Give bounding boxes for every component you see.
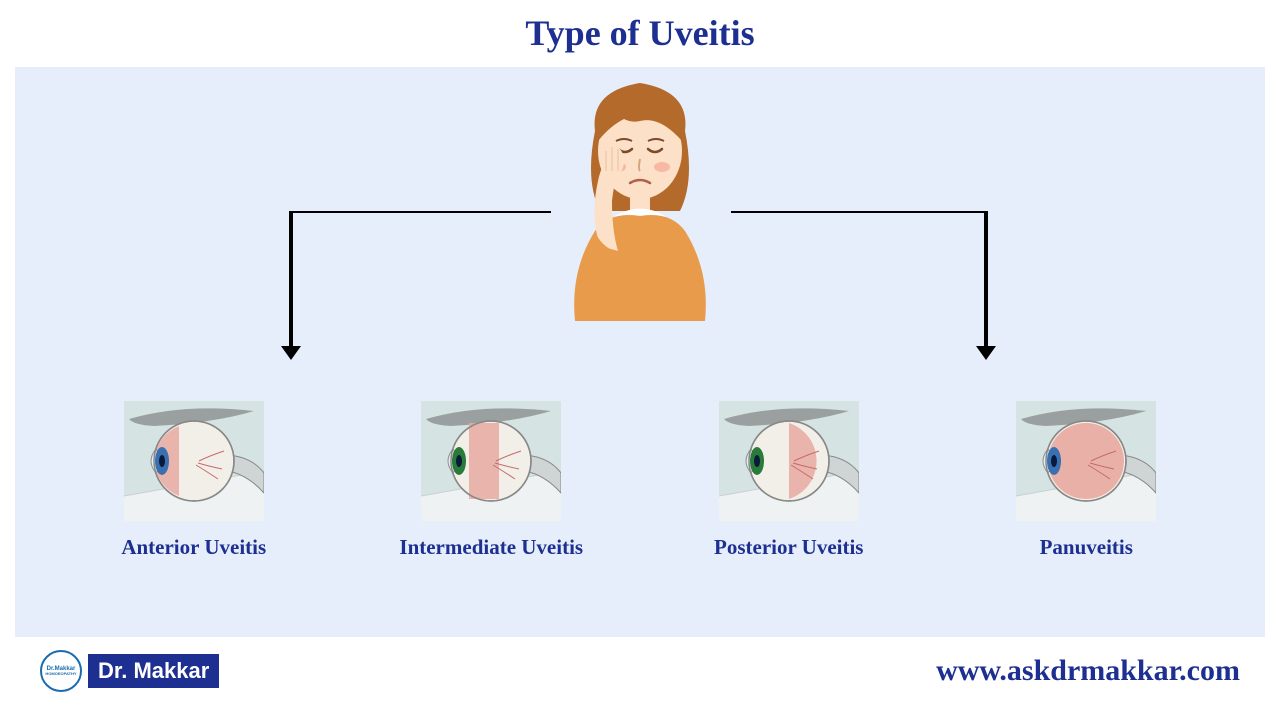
brand-logo: Dr.Makkar HOMOEOPATHY Dr. Makkar	[40, 650, 219, 692]
diagram-panel: Anterior Uveitis Intermediate Uveitis	[14, 66, 1266, 638]
eye-diagram-icon	[719, 401, 859, 521]
types-row: Anterior Uveitis Intermediate Uveitis	[15, 401, 1265, 560]
logo-circle-icon: Dr.Makkar HOMOEOPATHY	[40, 650, 82, 692]
type-label: Anterior Uveitis	[121, 535, 266, 560]
type-label: Panuveitis	[1040, 535, 1133, 560]
eye-diagram-icon	[1016, 401, 1156, 521]
logo-circle-line2: HOMOEOPATHY	[45, 672, 76, 676]
branch-bracket	[15, 211, 1267, 411]
eye-diagram-icon	[124, 401, 264, 521]
type-item: Posterior Uveitis	[659, 401, 919, 560]
type-label: Intermediate Uveitis	[399, 535, 583, 560]
website-url: www.askdrmakkar.com	[936, 654, 1240, 688]
type-item: Anterior Uveitis	[64, 401, 324, 560]
page-title: Type of Uveitis	[0, 0, 1280, 62]
type-item: Intermediate Uveitis	[361, 401, 621, 560]
eye-diagram-icon	[421, 401, 561, 521]
footer: Dr.Makkar HOMOEOPATHY Dr. Makkar www.ask…	[0, 650, 1280, 692]
logo-rect: Dr. Makkar	[88, 654, 219, 688]
type-item: Panuveitis	[956, 401, 1216, 560]
type-label: Posterior Uveitis	[714, 535, 863, 560]
